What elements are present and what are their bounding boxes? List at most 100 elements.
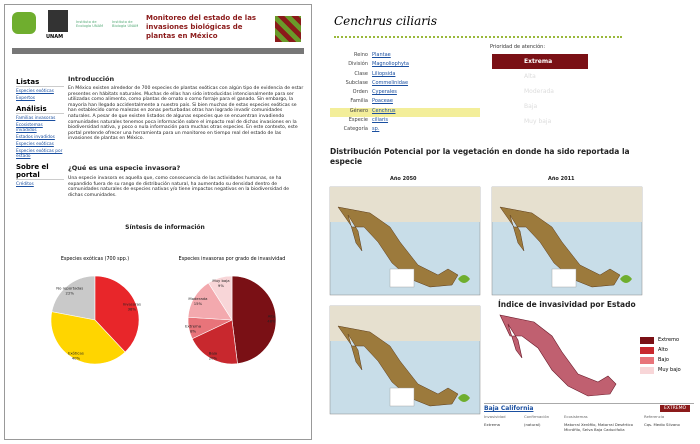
sidebar-link[interactable]: Familias invasoras — [16, 116, 56, 121]
slice-label: Moderada — [188, 296, 207, 301]
slice-label: Extrema — [185, 323, 201, 328]
taxonomy-label: División — [348, 61, 368, 68]
taxonomy-value[interactable]: Magnoliophyta — [372, 61, 409, 68]
map-label: Año 2011 — [548, 176, 575, 182]
rank-badge: EXTREMO — [660, 405, 690, 412]
taxonomy-row: Género Cenchrus — [330, 107, 480, 118]
question-text: Una especie invasora es aquella que, com… — [68, 176, 290, 198]
taxonomy-value[interactable]: Commelinidae — [372, 79, 409, 86]
sidebar-link[interactable]: Especies exóticas — [16, 142, 54, 147]
table-header-cell: Referencia — [644, 414, 665, 419]
taxonomy-label: Subclase — [345, 79, 368, 86]
taxonomy-row: División Magnoliophyta — [330, 61, 480, 70]
taxonomy-value[interactable]: Cyperales — [372, 89, 397, 96]
priority-level: Muy baja — [492, 114, 588, 129]
legend-label: Bajo — [658, 357, 669, 363]
pie-title: Especies exóticas (700 spp.) — [61, 255, 129, 262]
map-2050 — [329, 186, 481, 296]
legend-label: Extremo — [658, 337, 680, 343]
pie-charts: Especies exóticas (700 spp.) No reportada… — [50, 255, 286, 365]
slice-value: 8% — [190, 328, 196, 333]
synthesis-title: Síntesis de información — [125, 224, 205, 231]
logo-text: Instituto de Ecología UNAM — [76, 20, 104, 28]
pie-slice — [208, 275, 233, 322]
sidebar: Listas Especies exóticas Expertos Análisis F… — [16, 74, 64, 189]
taxonomy-value[interactable]: Plantae — [372, 52, 391, 58]
priority-level: Baja — [492, 99, 588, 114]
taxonomy-label: Clase — [354, 70, 368, 77]
intro-text: En México existen alrededor de 700 espec… — [68, 86, 304, 142]
taxonomy-value[interactable]: Liliopsida — [372, 70, 396, 77]
left-panel — [4, 4, 312, 440]
taxonomy-label: Especie — [348, 117, 368, 124]
legend-swatch — [640, 347, 654, 354]
taxonomy-label: Categoría — [343, 126, 368, 133]
slice-label: Invasoras — [123, 301, 141, 306]
pie-slice — [191, 319, 238, 365]
legend-label: Muy bajo — [658, 367, 681, 373]
logo-text: UNAM — [46, 34, 64, 40]
pie-slice — [94, 275, 140, 353]
slice-label: Exóticas — [68, 351, 84, 356]
logo — [48, 10, 68, 32]
title-rule — [334, 36, 622, 38]
map-label: Año 2050 — [390, 176, 417, 182]
table-rule — [484, 403, 694, 404]
taxonomy-value[interactable]: Cenchrus — [372, 107, 396, 114]
priority-level: Extrema — [492, 54, 588, 69]
sidebar-heading: Listas — [16, 78, 64, 87]
taxonomy-row: Especie ciliaris — [330, 117, 480, 126]
slice-value: 48% — [267, 319, 276, 324]
taxonomy-value[interactable]: sp. — [372, 126, 380, 133]
pie-slice — [51, 275, 96, 321]
sidebar-heading: Sobre el portal — [16, 163, 64, 180]
sidebar-link[interactable]: Estados invadidos — [16, 135, 55, 140]
priority-title: Prioridad de atención: — [490, 44, 546, 50]
legend-item: Muy bajo — [640, 366, 695, 376]
sidebar-link[interactable]: Créditos — [16, 182, 34, 187]
slice-value: 9% — [218, 283, 224, 288]
slice-value: 22% — [66, 290, 75, 295]
sidebar-link[interactable]: Ecosistemas invadidos — [16, 123, 43, 133]
taxonomy-value[interactable]: ciliaris — [372, 117, 389, 124]
pie-slice — [231, 275, 277, 364]
slice-value: 38% — [128, 306, 137, 311]
taxonomy-label: Familia — [350, 98, 368, 105]
table-header: Invasividad Confirmación Ecosistemas Refere… — [484, 414, 694, 422]
pie-slice — [50, 311, 126, 365]
sidebar-link[interactable]: Especies exóticas — [16, 89, 54, 94]
table-cell: Extrema — [484, 422, 500, 427]
sidebar-link[interactable]: Especies exóticas por estado — [16, 149, 63, 159]
slice-label: Muy baja — [212, 278, 229, 283]
legend-label: Alto — [658, 347, 668, 353]
legend-item: Extremo — [640, 336, 695, 346]
taxonomy-value[interactable]: Poaceae — [372, 98, 393, 105]
logo — [12, 12, 36, 34]
map — [329, 305, 481, 415]
site-title: Monitoreo del estado de las invasiones b… — [146, 14, 257, 40]
table-header-cell: Confirmación — [524, 414, 550, 419]
intro-title: Introducción — [68, 75, 115, 83]
pie-title: Especies invasoras por grado de invasivi… — [179, 256, 286, 262]
legend-swatch — [640, 367, 654, 374]
taxonomy-row: Subclase Commelinidae — [330, 80, 480, 89]
table-cell: Matorral Xerófilo, Matorral Desértico Mi… — [564, 422, 633, 432]
table-row: Extrema (natural) Matorral Xerófilo, Mator… — [484, 422, 694, 438]
index-legend: Extremo Alto Bajo Muy bajo — [640, 336, 695, 376]
slice-label: Alta — [268, 314, 275, 319]
table-header-cell: Invasividad — [484, 414, 506, 419]
slice-label: Baja — [209, 351, 217, 356]
state-link[interactable]: Baja California — [484, 405, 534, 412]
question-title: ¿Qué es una especie invasora? — [68, 164, 181, 172]
header-ornament — [275, 16, 301, 42]
sidebar-link[interactable]: Expertos — [16, 96, 35, 101]
priority-level: Alta — [492, 69, 588, 84]
priority-levels: Extrema Alta Moderada Baja Muy baja — [492, 54, 588, 129]
taxonomy-row: Clase Liliopsida — [330, 71, 480, 80]
species-title: Cenchrus ciliaris — [334, 14, 438, 28]
taxonomy-row: Orden Cyperales — [330, 89, 480, 98]
legend-item: Bajo — [640, 356, 695, 366]
taxonomy-row: Reino Plantae — [330, 52, 480, 61]
legend-swatch — [640, 357, 654, 364]
